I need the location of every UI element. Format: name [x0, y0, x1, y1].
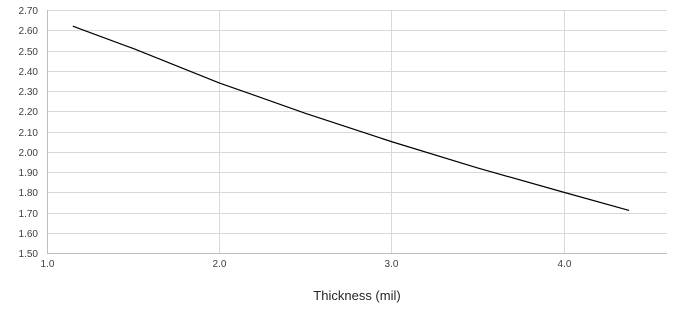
y-tick-label: 2.50	[19, 47, 39, 58]
y-tick-label: 1.60	[19, 229, 39, 240]
y-tick-label: 2.10	[19, 128, 39, 139]
grid-layer	[47, 10, 667, 253]
y-tick-label: 1.90	[19, 168, 39, 179]
y-tick-label: 2.70	[19, 6, 39, 17]
x-tick-label: 4.0	[558, 259, 572, 270]
y-tick-label: 2.30	[19, 87, 39, 98]
x-tick-label: 1.0	[41, 259, 55, 270]
y-tick-label: 2.60	[19, 26, 39, 37]
x-tick-label: 3.0	[385, 259, 399, 270]
label-layer: 1.50 1.60 1.70 1.80 1.90 2.00 2.10 2.20 2.30 2.40…	[19, 6, 572, 270]
axis-layer	[47, 10, 667, 254]
y-tick-label: 2.40	[19, 67, 39, 78]
y-tick-label: 1.80	[19, 188, 39, 199]
x-tick-label: 2.0	[213, 259, 227, 270]
y-tick-label: 1.70	[19, 209, 39, 220]
x-axis-title: Thickness (mil)	[313, 288, 400, 303]
y-tick-label: 1.50	[19, 249, 39, 260]
y-tick-label: 2.20	[19, 107, 39, 118]
series-layer	[72, 25, 630, 212]
series-line	[72, 25, 630, 212]
y-tick-label: 2.00	[19, 148, 39, 159]
